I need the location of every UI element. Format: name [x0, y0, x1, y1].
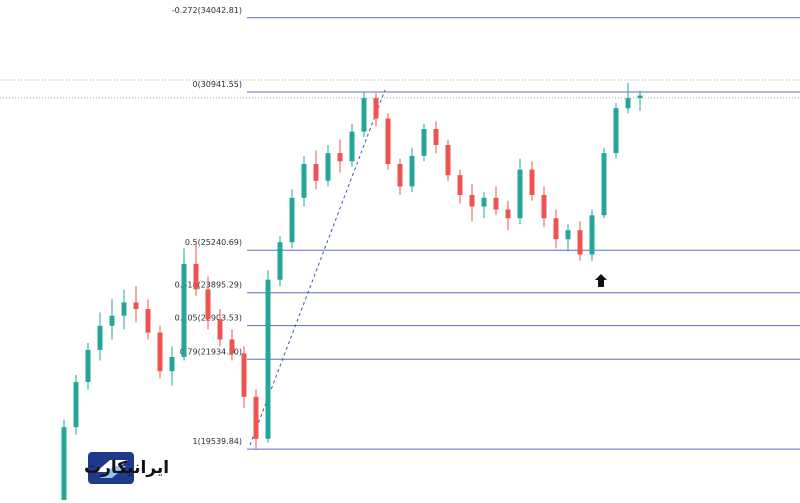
- candle-body: [553, 218, 559, 240]
- fib-label: 0.5(25240.69): [185, 238, 242, 247]
- candle-body: [385, 118, 391, 165]
- candle-body: [481, 197, 487, 207]
- fib-label: 0(30941.55): [192, 80, 242, 89]
- fib-label: 0.79(21934.20): [180, 347, 242, 356]
- candle-body: [565, 230, 571, 240]
- candle-body: [205, 289, 211, 320]
- candle-body: [625, 98, 631, 109]
- logo-stripe: [100, 466, 126, 478]
- candle-body: [133, 302, 139, 310]
- candle-body: [325, 153, 331, 181]
- candle-body: [445, 145, 451, 176]
- candle-body: [541, 194, 547, 219]
- candle-body: [433, 129, 439, 146]
- candle-body: [421, 129, 427, 156]
- candle-body: [109, 315, 115, 326]
- candle-body: [517, 169, 523, 219]
- logo: ایرانیکارت: [84, 452, 169, 484]
- candle-body: [193, 263, 199, 290]
- candle-body: [493, 197, 499, 210]
- candle-body: [589, 215, 595, 255]
- candle-body: [601, 153, 607, 216]
- candle-body: [121, 302, 127, 316]
- arrow-up: [595, 274, 607, 287]
- candle-body: [169, 356, 175, 372]
- candle-body: [241, 353, 247, 397]
- candle-body: [265, 279, 271, 439]
- candle-body: [289, 197, 295, 243]
- logo-text: ایرانیکارت: [84, 458, 169, 478]
- candle-body: [301, 164, 307, 198]
- candle-body: [337, 153, 343, 162]
- candle-body: [97, 325, 103, 350]
- candle-body: [577, 230, 583, 255]
- fib-label: 1(19539.84): [192, 437, 242, 446]
- candle-body: [85, 349, 91, 383]
- candle-body: [373, 98, 379, 119]
- candle-body: [313, 164, 319, 181]
- fib-label: -0.272(34042.81): [172, 6, 242, 15]
- candle-body: [61, 427, 67, 501]
- candle-body: [409, 155, 415, 187]
- candle-body: [457, 175, 463, 195]
- candle-body: [469, 194, 475, 207]
- candle-body: [349, 131, 355, 162]
- candle-body: [361, 98, 367, 132]
- candle-body: [157, 332, 163, 372]
- candle-body: [277, 242, 283, 280]
- candle-body: [613, 108, 619, 154]
- candle-body: [229, 339, 235, 354]
- candle-body: [145, 309, 151, 333]
- candle-body: [529, 169, 535, 195]
- candle-body: [253, 396, 259, 439]
- candle-body: [397, 164, 403, 187]
- candle-body: [637, 95, 643, 99]
- logo-stripe: [96, 460, 128, 472]
- candle-body: [181, 263, 187, 357]
- candle-body: [217, 319, 223, 340]
- candles: [61, 83, 643, 501]
- candle-body: [505, 209, 511, 219]
- candle-body: [73, 382, 79, 428]
